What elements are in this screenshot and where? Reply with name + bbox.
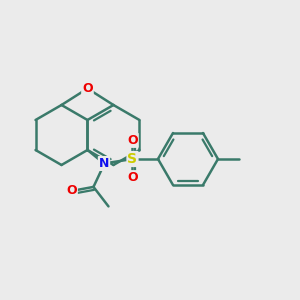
Text: O: O xyxy=(82,82,93,95)
Text: O: O xyxy=(66,184,77,197)
Text: N: N xyxy=(99,157,109,170)
Text: O: O xyxy=(127,134,138,147)
Text: O: O xyxy=(127,171,138,184)
Text: S: S xyxy=(128,152,137,166)
